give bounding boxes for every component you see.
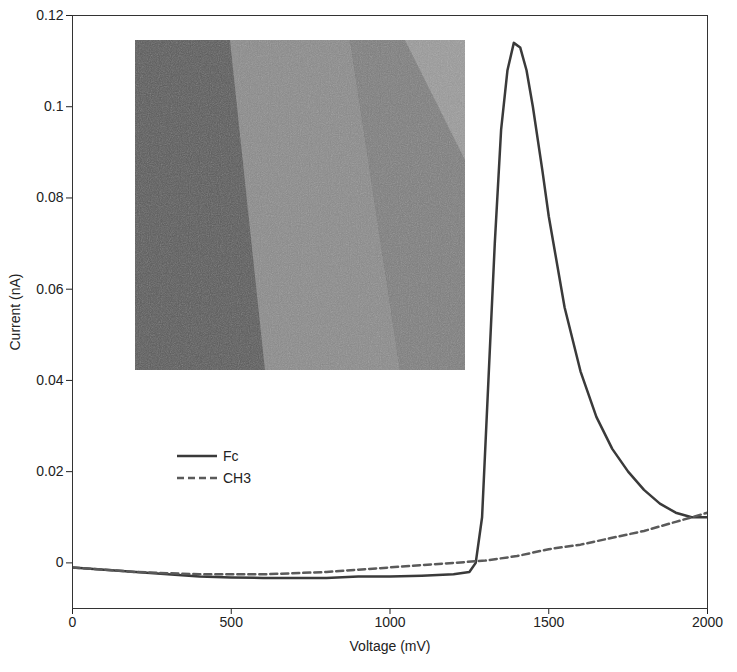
svg-text:1000: 1000 — [374, 614, 405, 630]
html-text:Fc: Fc — [223, 448, 239, 464]
svg-text:0.1: 0.1 — [44, 98, 64, 114]
svg-text:0: 0 — [56, 554, 64, 570]
svg-text:1500: 1500 — [533, 614, 564, 630]
svg-text:0.06: 0.06 — [36, 281, 63, 297]
svg-text:0: 0 — [69, 614, 77, 630]
html-text:CH3: CH3 — [223, 470, 251, 486]
svg-text:Voltage (mV): Voltage (mV) — [350, 638, 431, 654]
svg-text:0.12: 0.12 — [36, 7, 63, 23]
svg-text:0.04: 0.04 — [36, 372, 63, 388]
svg-text:500: 500 — [220, 614, 244, 630]
svg-text:0.08: 0.08 — [36, 189, 63, 205]
svg-text:2000: 2000 — [692, 614, 723, 630]
svg-text:Current (nA): Current (nA) — [7, 273, 23, 350]
svg-text:0.02: 0.02 — [36, 463, 63, 479]
